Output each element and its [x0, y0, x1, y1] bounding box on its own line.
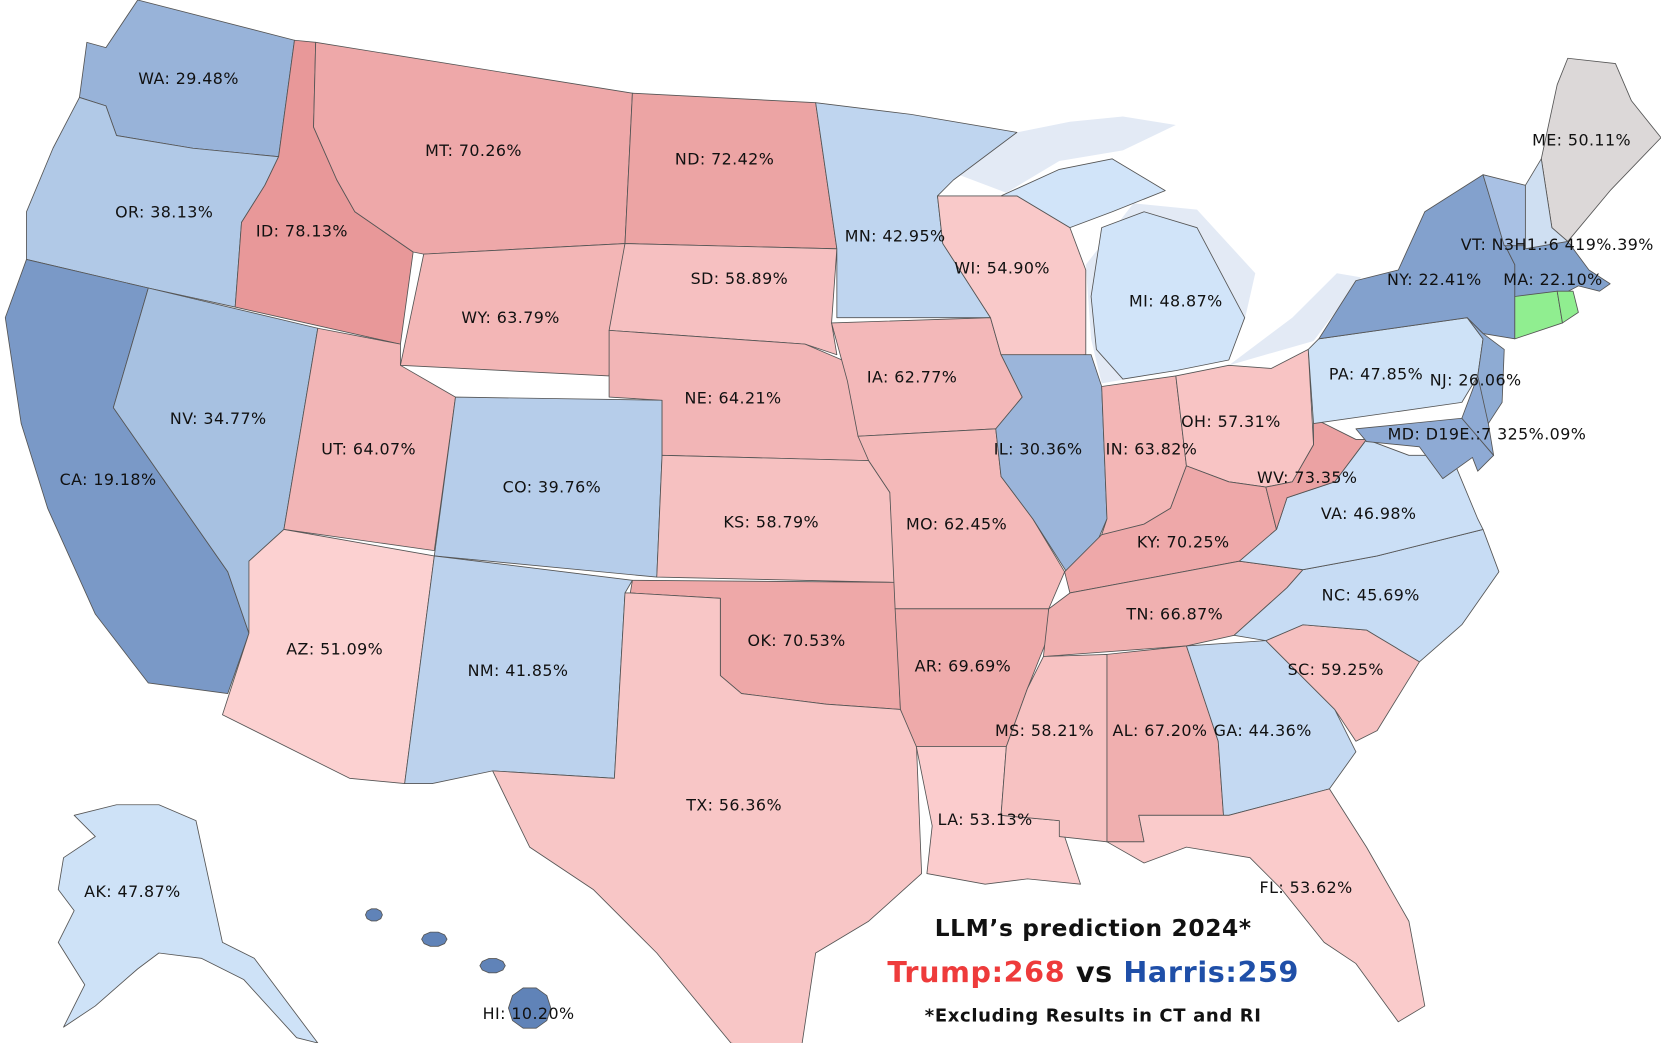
- state-label: AK: 47.87%: [84, 882, 180, 901]
- state: [1106, 788, 1426, 1023]
- state-label: CO: 39.76%: [503, 478, 601, 497]
- footer-result: Trump:268 vs Harris:259: [887, 955, 1299, 989]
- state-label: SD: 58.89%: [691, 269, 788, 288]
- state-label: LA: 53.13%: [938, 810, 1033, 829]
- state-label: FL: 53.62%: [1260, 878, 1353, 897]
- state-label: VA: 46.98%: [1321, 504, 1417, 523]
- state-label: MS: 58.21%: [995, 721, 1094, 740]
- state-label: NC: 45.69%: [1322, 586, 1420, 605]
- state: [1090, 211, 1246, 380]
- state-label: UT: 64.07%: [321, 440, 416, 459]
- footer-title: LLM’s prediction 2024*: [935, 915, 1252, 942]
- state-label: NY: 22.41%: [1387, 270, 1482, 289]
- state-label: WV: 73.35%: [1257, 468, 1357, 487]
- state: [365, 908, 383, 922]
- states: [4, 0, 1661, 1043]
- state-label: MI: 48.87%: [1129, 291, 1223, 310]
- state-label: NJ: 26.06%: [1430, 371, 1522, 390]
- harris-total: Harris:259: [1123, 955, 1299, 989]
- overlap-label: VT: N3H1.:6 419%.39%: [1461, 235, 1654, 254]
- state-label: MO: 62.45%: [906, 515, 1007, 534]
- state: [1233, 529, 1500, 663]
- state: [492, 592, 923, 1043]
- state: [1265, 417, 1367, 530]
- state-label: MT: 70.26%: [425, 141, 522, 160]
- state-label: OH: 57.31%: [1181, 412, 1281, 431]
- state-label: ND: 72.42%: [675, 149, 774, 168]
- state-label: WA: 29.48%: [138, 69, 239, 88]
- state-label: WI: 54.90%: [954, 258, 1050, 277]
- state-label: OK: 70.53%: [748, 631, 846, 650]
- state-label: NM: 41.85%: [468, 661, 569, 680]
- state-ct: [1514, 290, 1563, 340]
- state: [1318, 174, 1516, 340]
- state-label: OR: 38.13%: [115, 202, 213, 221]
- state-label: KS: 58.79%: [723, 513, 819, 532]
- state-label: PA: 47.85%: [1329, 364, 1423, 383]
- state-label: WY: 63.79%: [461, 308, 559, 327]
- state-label: IN: 63.82%: [1106, 440, 1198, 459]
- state-label: NE: 64.21%: [684, 389, 781, 408]
- state-label: NV: 34.77%: [170, 409, 267, 428]
- labels: WA: 29.48% OR: 38.13% CA: 19.18% NV: 34.77%…: [60, 69, 1631, 1023]
- state: [421, 931, 448, 947]
- state-label: IL: 30.36%: [994, 440, 1083, 459]
- unscored-states: [1355, 158, 1579, 480]
- state-label: KY: 70.25%: [1137, 533, 1230, 552]
- state: [1000, 158, 1166, 229]
- state: [479, 958, 506, 974]
- state-label: ID: 78.13%: [256, 221, 348, 240]
- lake: [1228, 273, 1362, 366]
- state-de: [1461, 375, 1495, 456]
- state: [1503, 241, 1611, 297]
- state-label: ME: 50.11%: [1532, 130, 1631, 149]
- state-label: TN: 66.87%: [1125, 605, 1223, 624]
- state-label: HI: 10.20%: [483, 1004, 575, 1023]
- state: [624, 92, 838, 250]
- state-label: GA: 44.36%: [1214, 721, 1312, 740]
- state-label: AR: 69.69%: [915, 657, 1012, 676]
- state-label: MN: 42.95%: [845, 227, 946, 246]
- state: [1540, 57, 1661, 242]
- state: [508, 987, 552, 1029]
- state-label: AZ: 51.09%: [286, 640, 383, 659]
- state-label: SC: 59.25%: [1288, 660, 1384, 679]
- overlap-label: MD: D19E.:7 325%.09%: [1388, 425, 1587, 444]
- state-label: IA: 62.77%: [867, 368, 957, 387]
- state-label: AL: 67.20%: [1112, 721, 1207, 740]
- state-label: TX: 56.36%: [685, 795, 782, 814]
- state: [57, 804, 319, 1043]
- footer-note: *Excluding Results in CT and RI: [925, 1006, 1262, 1027]
- state-label: MA: 22.10%: [1503, 270, 1602, 289]
- trump-total: Trump:268: [887, 955, 1065, 989]
- state-nh: [1524, 158, 1569, 250]
- state-label: CA: 19.18%: [60, 470, 157, 489]
- vs: vs: [1076, 955, 1113, 989]
- state-ri: [1556, 290, 1579, 324]
